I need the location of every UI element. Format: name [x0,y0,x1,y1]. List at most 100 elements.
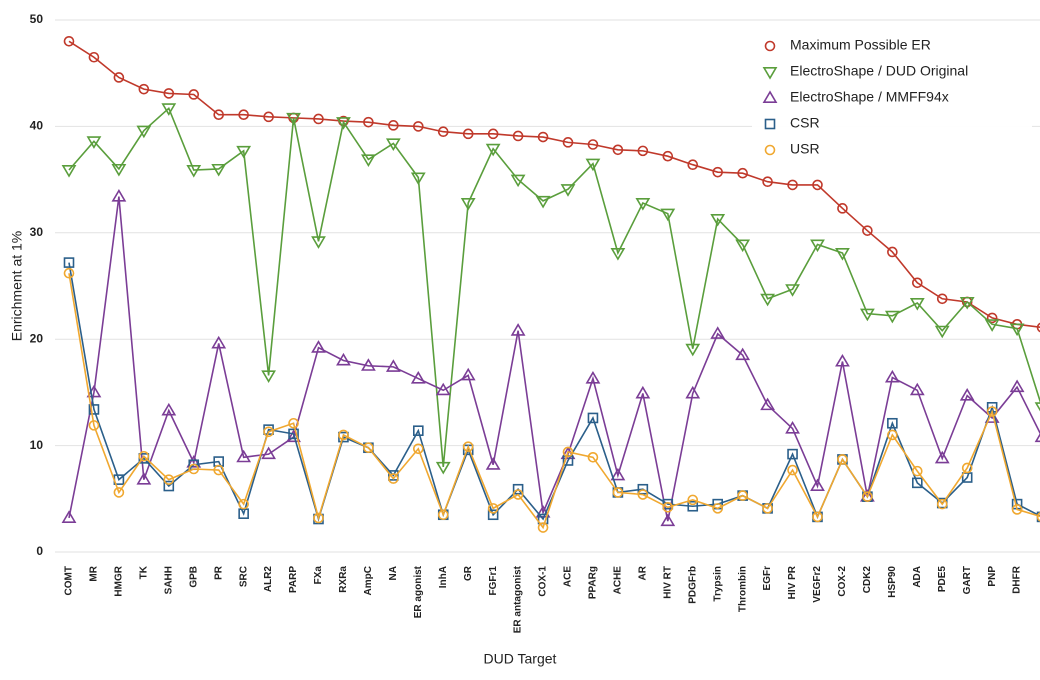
marker [61,165,77,178]
marker [88,420,100,431]
marker [986,406,998,417]
marker [410,172,426,186]
x-tick-label: AmpC [363,566,374,595]
marker [388,473,399,484]
marker [764,40,776,52]
marker [136,472,152,485]
y-axis-label: Enrichment at 1% [9,231,25,342]
y-tick-label: 50 [30,12,44,26]
marker [911,465,923,477]
marker [313,512,324,524]
line [68,262,1040,522]
marker [762,67,778,80]
marker [435,382,451,396]
x-tick-label: HSP90 [887,566,898,598]
marker [63,257,75,268]
x-tick-label: ACE [563,566,574,587]
marker [587,412,599,424]
y-tick-label: 40 [30,119,44,133]
marker [537,131,549,143]
marker [737,490,748,501]
marker [460,367,476,381]
marker [460,198,476,211]
y-tick-label: 0 [36,544,43,558]
marker [236,145,252,159]
x-tick-label: MR [89,565,100,581]
marker [487,509,499,521]
marker [1034,432,1040,443]
marker [485,143,501,157]
marker [835,248,850,261]
marker [113,72,125,83]
marker [213,109,224,120]
x-tick-label: TK [138,565,149,579]
marker [911,277,923,289]
marker [810,478,825,492]
marker [959,296,975,310]
marker [562,137,574,148]
marker [113,487,125,498]
x-tick-label: GART [962,566,973,594]
x-axis-label: DUD Target [484,651,557,667]
marker [610,467,626,481]
marker [161,402,177,416]
marker [787,448,798,460]
marker [462,128,474,140]
marker [637,145,649,157]
series [63,267,1040,533]
x-tick-label: SAHH [163,566,174,594]
x-tick-label: COMT [64,566,75,595]
marker [785,284,800,297]
marker [512,130,524,142]
marker [685,385,701,399]
marker [710,213,726,227]
marker [61,510,77,523]
x-tick-label: ALR2 [263,566,274,593]
x-tick-label: HIV RT [662,566,673,599]
marker [961,462,973,474]
x-tick-label: InhA [438,566,449,588]
marker [361,154,376,167]
marker [261,370,276,383]
marker [336,117,351,130]
y-tick-label: 30 [30,225,44,239]
x-tick-label: PPARg [588,566,599,599]
x-tick-label: ER agonist [413,565,424,618]
marker [612,144,624,156]
x-tick-label: DHFR [1012,565,1023,594]
marker [562,446,574,458]
marker [712,503,724,514]
marker [385,359,401,372]
marker [959,388,975,401]
x-tick-label: ER antagonist [513,565,524,633]
marker [862,225,873,236]
x-tick-label: FXa [313,566,324,585]
series [61,189,1040,527]
marker [1036,322,1040,333]
marker [887,417,898,429]
marker [188,89,200,100]
marker [138,83,150,95]
legend-box [752,26,1032,168]
marker [213,464,224,476]
marker [860,308,875,322]
marker [762,176,773,188]
marker [161,103,177,116]
marker [163,480,175,492]
marker [812,511,823,523]
marker [186,165,202,178]
x-tick-label: NA [388,566,399,580]
x-tick-label: PNP [987,566,998,587]
marker [412,425,424,437]
marker [635,198,651,211]
marker [510,174,526,188]
legend-label: ElectroShape / MMFF94x [790,89,949,105]
marker [313,113,324,125]
marker [760,293,775,307]
marker [537,522,549,533]
marker [585,158,601,172]
marker [288,428,299,440]
marker [336,352,351,366]
marker [211,163,227,177]
